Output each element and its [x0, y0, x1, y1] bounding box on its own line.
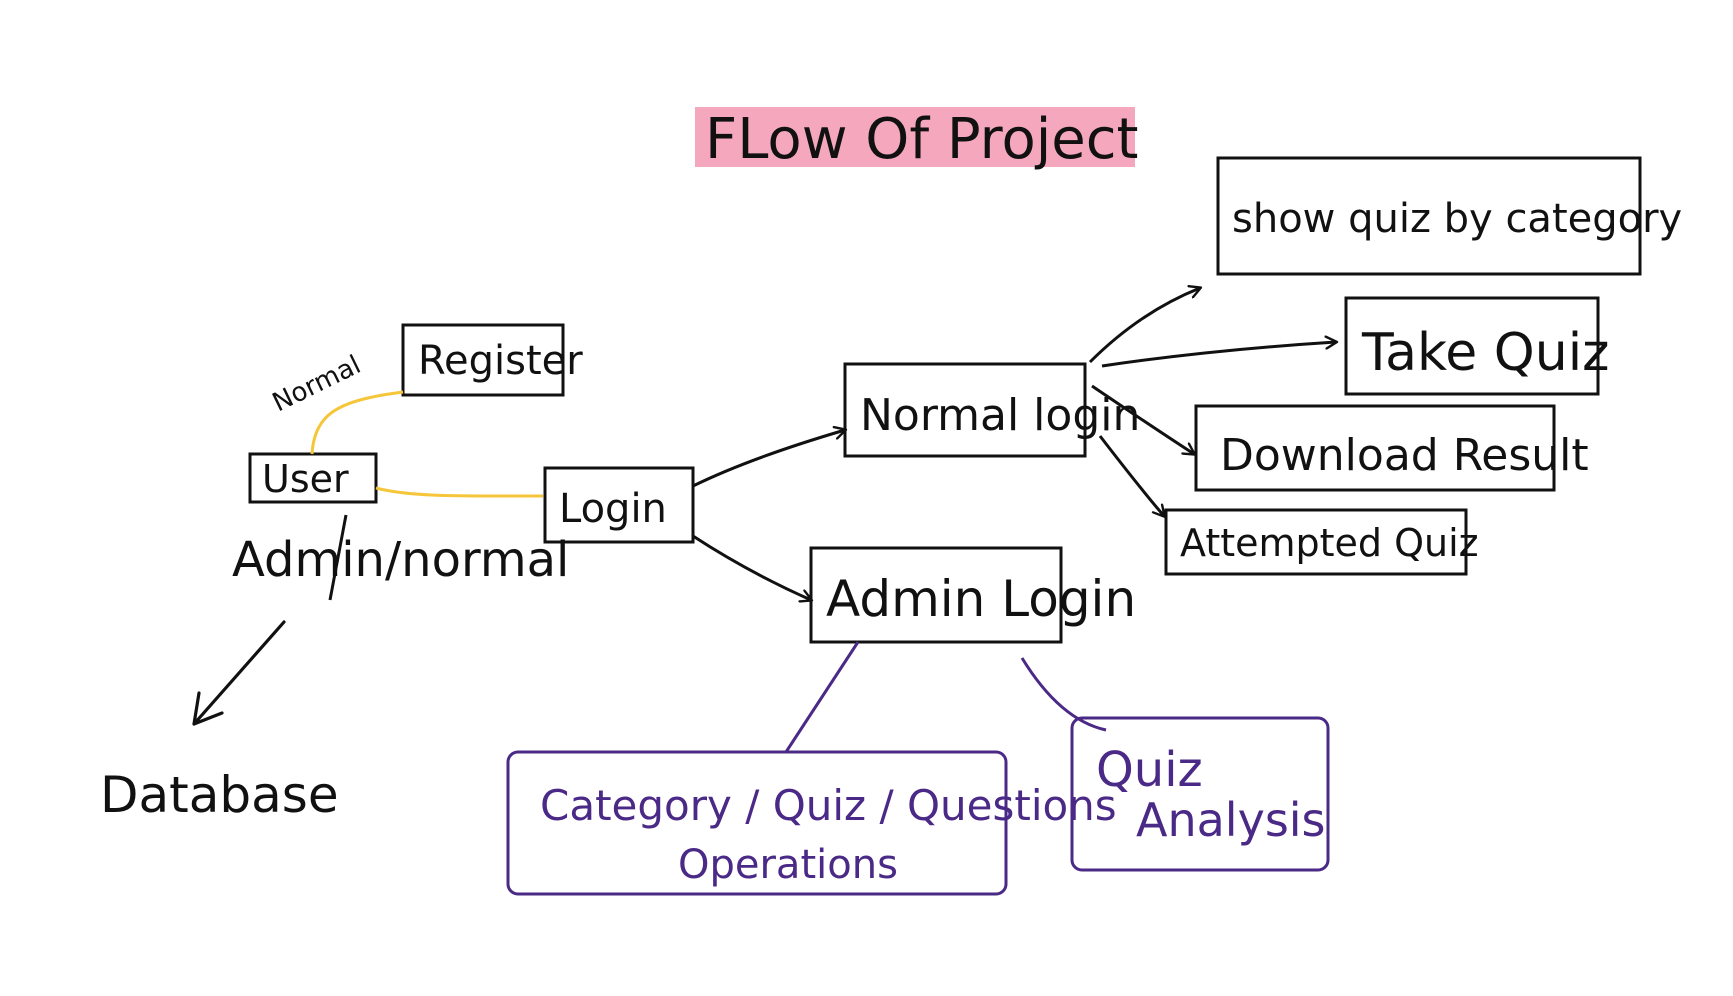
crud-operations-box — [506, 750, 1008, 896]
user-label: User — [262, 457, 349, 501]
login-label: Login — [559, 486, 667, 532]
register-label: Register — [418, 338, 583, 384]
user-register-connector — [310, 390, 404, 455]
user-caption: Admin/normal — [232, 532, 569, 588]
quiz-analysis-box — [1070, 716, 1330, 872]
admin-to-crud-connector — [784, 641, 860, 753]
take-quiz-box — [1344, 296, 1600, 396]
quiz-analysis-line2: Analysis — [1136, 793, 1326, 847]
download-result-label: Download Result — [1220, 430, 1589, 481]
attempted-quiz-box — [1164, 508, 1468, 576]
crud-operations-line2: Operations — [678, 842, 898, 888]
normal-to-take-quiz-arrow — [1101, 342, 1336, 368]
user-login-connector — [375, 486, 544, 498]
title-highlight — [695, 107, 1135, 167]
show-quiz-box — [1216, 156, 1642, 276]
normal-to-attempted-arrow — [1098, 435, 1164, 516]
normal-login-box — [843, 362, 1087, 458]
database-label: Database — [100, 766, 339, 824]
register-box — [401, 323, 565, 397]
diagram-title: FLow Of Project — [705, 107, 1138, 172]
quiz-analysis-line1: Quiz — [1096, 742, 1203, 798]
admin-login-label: Admin Login — [826, 570, 1136, 628]
user-caption-slash-tail — [328, 514, 348, 601]
database-arrow — [192, 620, 286, 726]
crud-operations-line1: Category / Quiz / Questions — [540, 781, 1117, 830]
take-quiz-label: Take Quiz — [1361, 323, 1609, 383]
login-box — [543, 466, 695, 544]
show-quiz-label: show quiz by category — [1232, 196, 1682, 242]
login-to-normal-arrow — [692, 430, 845, 488]
attempted-quiz-label: Attempted Quiz — [1180, 521, 1479, 565]
login-to-admin-arrow — [692, 534, 811, 600]
admin-to-analysis-connector — [1020, 657, 1107, 732]
normal-note: Normal — [268, 350, 366, 418]
normal-to-download-arrow — [1091, 384, 1194, 454]
normal-login-label: Normal login — [860, 390, 1140, 441]
normal-to-show-quiz-arrow — [1088, 288, 1200, 364]
